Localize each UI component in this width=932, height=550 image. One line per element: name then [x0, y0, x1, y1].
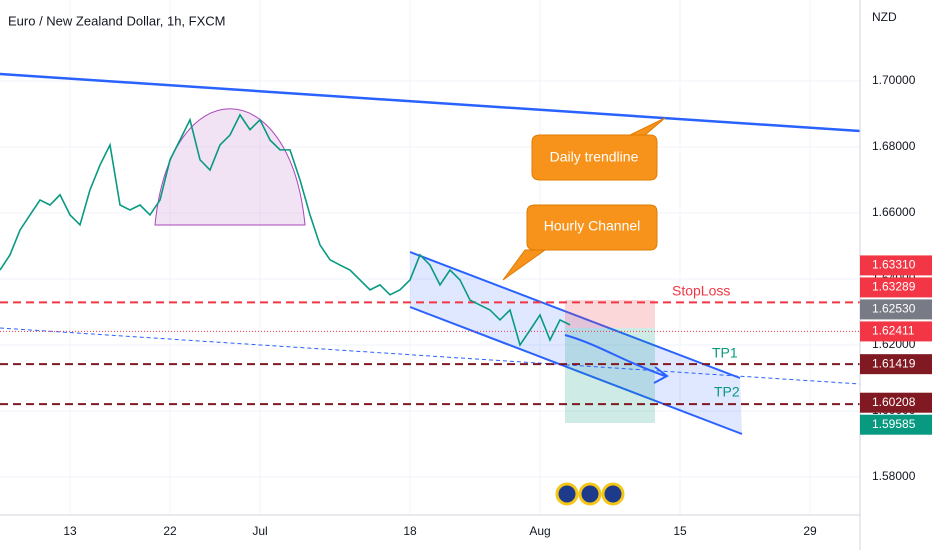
stoploss-label: StopLoss — [672, 283, 730, 299]
grid — [0, 0, 860, 515]
x-tick-label: 22 — [163, 524, 177, 538]
daily-trendline — [0, 72, 861, 133]
callout-text: Daily trendline — [550, 149, 639, 165]
price-tag-label: 1.62530 — [872, 302, 916, 316]
channel-lower — [409, 306, 743, 435]
channel-upper — [409, 251, 741, 379]
tp1-label: TP1 — [712, 345, 738, 361]
price-tag — [860, 277, 932, 298]
arrow — [564, 334, 666, 377]
callout-text: Hourly Channel — [544, 218, 641, 234]
reward-box — [565, 328, 655, 423]
y-tick-label: 1.58000 — [872, 469, 916, 483]
tp2-label: TP2 — [714, 384, 740, 400]
y-tick-label: 1.66000 — [872, 205, 916, 219]
price-tag — [860, 255, 932, 276]
price-tag — [860, 414, 932, 435]
x-tick-label: 18 — [403, 524, 417, 538]
price-tag-label: 1.60208 — [872, 395, 916, 409]
price — [0, 113, 571, 347]
levels — [0, 301, 860, 406]
x-tick-label: Aug — [529, 524, 550, 538]
arrow-head — [653, 366, 669, 384]
price-tag — [860, 299, 932, 320]
callout-daily — [531, 117, 666, 181]
price-tag-label: 1.59585 — [872, 417, 916, 431]
price-tag — [860, 354, 932, 375]
y-tick-label: 1.68000 — [872, 139, 916, 153]
x-tick-label: 15 — [673, 524, 687, 538]
y-tick-label: 1.70000 — [872, 73, 916, 87]
price-tag-label: 1.63310 — [872, 258, 916, 272]
currency: NZD — [872, 10, 897, 24]
x-tick-label: Jul — [252, 524, 267, 538]
chart-title: Euro / New Zealand Dollar, 1h, FXCM — [8, 13, 225, 28]
x-tick-label: 13 — [63, 524, 77, 538]
price-tag-label: 1.63289 — [872, 280, 916, 294]
price-line — [0, 113, 571, 347]
price-tag — [860, 392, 932, 413]
price-tag-label: 1.62411 — [872, 324, 915, 338]
callout-hourly — [502, 204, 658, 281]
axis-labels: 1.580001.600001.620001.640001.660001.680… — [63, 73, 932, 538]
risk-box — [565, 300, 655, 328]
arc-pattern — [154, 108, 306, 226]
event-icons — [555, 482, 625, 506]
x-tick-label: 29 — [803, 524, 817, 538]
dashed-trendline — [0, 327, 861, 385]
price-tag — [860, 321, 932, 342]
channel-fill — [410, 252, 742, 434]
price-tag-label: 1.61419 — [872, 356, 916, 370]
